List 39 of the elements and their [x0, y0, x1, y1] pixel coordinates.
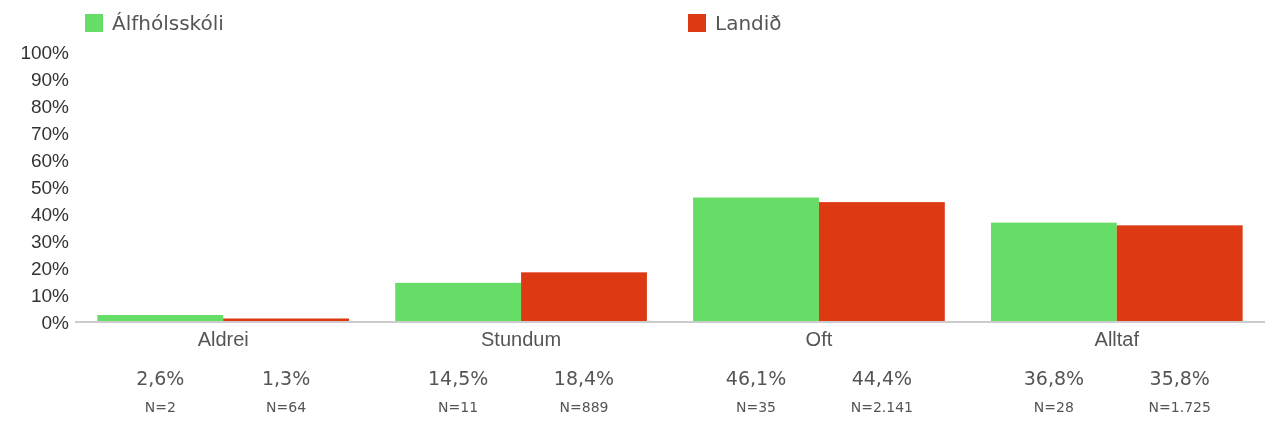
x-tick-label: Alltaf: [1094, 328, 1140, 351]
y-tick-label: 10%: [30, 284, 70, 306]
y-tick-label: 40%: [30, 203, 70, 225]
bar: [990, 222, 1117, 322]
data-label: 18,4%: [553, 367, 615, 389]
y-tick-label: 70%: [30, 122, 70, 144]
data-label: 2,6%: [136, 367, 185, 389]
text: N=11: [438, 399, 479, 415]
data-label: 44,4%: [851, 367, 913, 389]
data-label: 36,8%: [1023, 367, 1085, 389]
legend-label: Landið: [715, 11, 782, 35]
data-label: 46,1%: [725, 367, 787, 389]
y-tick-label: 90%: [30, 68, 70, 90]
data-label: 1,3%: [261, 367, 311, 389]
bar: [395, 282, 522, 322]
bar: [1116, 225, 1243, 322]
y-tick-label: 0%: [41, 311, 70, 333]
data-label: 35,8%: [1149, 367, 1210, 389]
bar: [693, 197, 819, 322]
bar: [521, 272, 647, 322]
data-label: 14,5%: [427, 367, 489, 389]
text: N=35: [735, 399, 777, 415]
text: N=28: [1033, 399, 1074, 415]
y-tick-label: 100%: [20, 41, 70, 63]
x-tick-label: Oft: [805, 328, 833, 351]
x-tick-label: Stundum: [481, 328, 562, 351]
bar: [818, 202, 945, 322]
text: N=1.725: [1148, 399, 1211, 415]
y-tick-label: 60%: [30, 149, 70, 171]
text: N=889: [559, 399, 609, 415]
text: N=2.141: [850, 399, 914, 415]
text: N=2: [144, 399, 176, 415]
y-tick-label: 50%: [30, 176, 70, 198]
y-tick-label: 30%: [30, 230, 70, 252]
y-tick-label: 80%: [30, 95, 70, 117]
y-tick-label: 20%: [30, 257, 70, 279]
x-tick-label: Aldrei: [197, 328, 249, 351]
legend-label: Álfhólsskóli: [112, 11, 224, 35]
text: N=64: [266, 399, 307, 415]
